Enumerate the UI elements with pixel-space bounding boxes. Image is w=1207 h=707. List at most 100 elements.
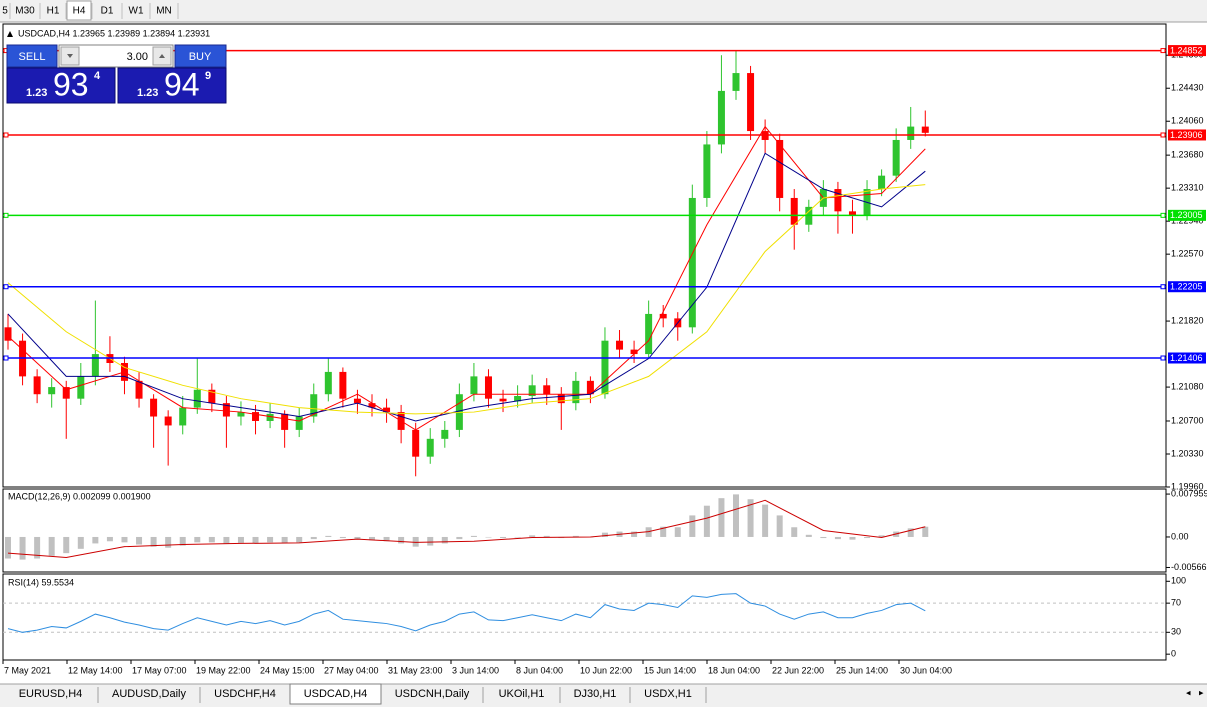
candle-body (295, 416, 303, 430)
y-tick-label: 1.24060 (1171, 116, 1204, 126)
macd-bar (296, 536, 303, 543)
tab-active-label[interactable]: USDCAD,H4 (304, 688, 368, 700)
macd-bar (529, 535, 536, 537)
macd-bar (718, 498, 725, 537)
level-handle[interactable] (3, 284, 9, 290)
timeframe-button[interactable]: 5 (2, 6, 8, 17)
tab-scroll-left[interactable]: ◂ (1186, 687, 1191, 697)
macd-bar (92, 536, 99, 544)
x-tick-label: 12 May 14:00 (68, 665, 123, 675)
tab[interactable]: USDCHF,H4 (214, 688, 276, 700)
collapse-icon[interactable] (7, 31, 13, 37)
macd-bar (412, 536, 419, 547)
macd-bar (237, 536, 244, 543)
macd-bar (500, 536, 507, 539)
candle-body (222, 403, 230, 417)
candle-body (834, 189, 842, 212)
candle-body (441, 429, 449, 439)
y-tick-label: 1.23680 (1171, 150, 1204, 160)
tab[interactable]: DJ30,H1 (574, 688, 617, 700)
candle-body (237, 412, 245, 417)
candle-body (33, 376, 41, 395)
x-tick-label: 19 May 22:00 (196, 665, 251, 675)
y-tick-label: 1.20330 (1171, 448, 1204, 458)
y-tick-label: 1.21080 (1171, 381, 1204, 391)
macd-bar (267, 536, 274, 543)
price-box[interactable] (117, 67, 227, 104)
y-tick-label: 70 (1171, 598, 1181, 608)
macd-bar (907, 528, 914, 537)
y-tick-label: 0 (1171, 649, 1176, 659)
buy-label[interactable]: BUY (189, 51, 212, 63)
candle-body (164, 416, 172, 426)
timeframe-button[interactable]: W1 (129, 6, 144, 17)
macd-bar (369, 536, 375, 541)
level-handle[interactable] (1160, 132, 1166, 138)
y-tick-label: 1.19960 (1171, 481, 1204, 491)
tab[interactable]: USDX,H1 (644, 688, 692, 700)
y-tick-label: -0.00566 (1171, 562, 1207, 572)
macd-bar (805, 534, 812, 537)
level-handle[interactable] (1160, 284, 1166, 290)
candle-body (470, 376, 478, 395)
tab-active[interactable] (289, 683, 382, 705)
macd-bar (354, 536, 361, 540)
candle-body (4, 327, 12, 341)
macd-bar (48, 536, 55, 556)
candle-body (412, 429, 420, 457)
candle-body (514, 396, 522, 402)
candle-body (776, 139, 784, 198)
macd-bar (733, 494, 739, 537)
x-tick-label: 10 Jun 22:00 (580, 665, 632, 675)
lot-value[interactable]: 3.00 (127, 51, 148, 63)
level-handle[interactable] (3, 132, 9, 138)
sell-label[interactable]: SELL (19, 51, 46, 63)
macd-bar (485, 536, 492, 538)
y-tick-label: 0.00 (1171, 531, 1189, 541)
sell-button[interactable] (6, 44, 58, 68)
tab-scroll-right[interactable]: ▸ (1199, 687, 1204, 697)
macd-bar (383, 536, 390, 542)
level-handle[interactable] (1160, 212, 1166, 218)
candle-body (62, 387, 70, 399)
macd-panel (2, 488, 1167, 573)
tab[interactable]: UKOil,H1 (499, 688, 545, 700)
macd-bar (776, 515, 783, 537)
price-box[interactable] (6, 67, 116, 104)
tab[interactable]: EURUSD,H4 (19, 688, 83, 700)
candle-body (266, 413, 274, 421)
level-label-bg (1168, 209, 1206, 221)
candle-body (281, 413, 289, 430)
timeframe-button[interactable]: H4 (73, 6, 86, 17)
lot-box (58, 44, 174, 68)
level-handle[interactable] (3, 355, 9, 361)
macd-bar (601, 532, 608, 537)
candle-body (324, 371, 332, 395)
level-handle[interactable] (3, 212, 9, 218)
level-label: 1.23005 (1170, 210, 1203, 220)
timeframe-button[interactable]: H1 (47, 6, 60, 17)
pip-fraction: 4 (94, 70, 101, 82)
timeframe-active (66, 0, 92, 21)
macd-bar (165, 536, 172, 548)
macd-bar (398, 536, 405, 544)
macd-bar (5, 536, 11, 559)
buy-button[interactable] (174, 44, 227, 68)
pips: 94 (164, 66, 200, 102)
level-handle[interactable] (1160, 355, 1166, 361)
rsi-title: RSI(14) 59.5534 (8, 577, 74, 587)
level-label: 1.22205 (1170, 282, 1203, 292)
tab[interactable]: USDCNH,Daily (395, 688, 470, 700)
candle-body (383, 407, 391, 413)
y-tick-label: 1.22570 (1171, 249, 1204, 259)
moving-average (7, 152, 926, 422)
timeframe-button[interactable]: MN (156, 6, 172, 17)
level-handle[interactable] (1160, 48, 1166, 54)
x-tick-label: 27 May 04:00 (324, 665, 379, 675)
y-tick-label: 0.007959 (1171, 488, 1207, 498)
level-label: 1.24852 (1170, 45, 1203, 55)
timeframe-button[interactable]: M30 (15, 6, 35, 17)
macd-bar (631, 531, 638, 537)
tab[interactable]: AUDUSD,Daily (112, 688, 186, 700)
timeframe-button[interactable]: D1 (101, 6, 114, 17)
